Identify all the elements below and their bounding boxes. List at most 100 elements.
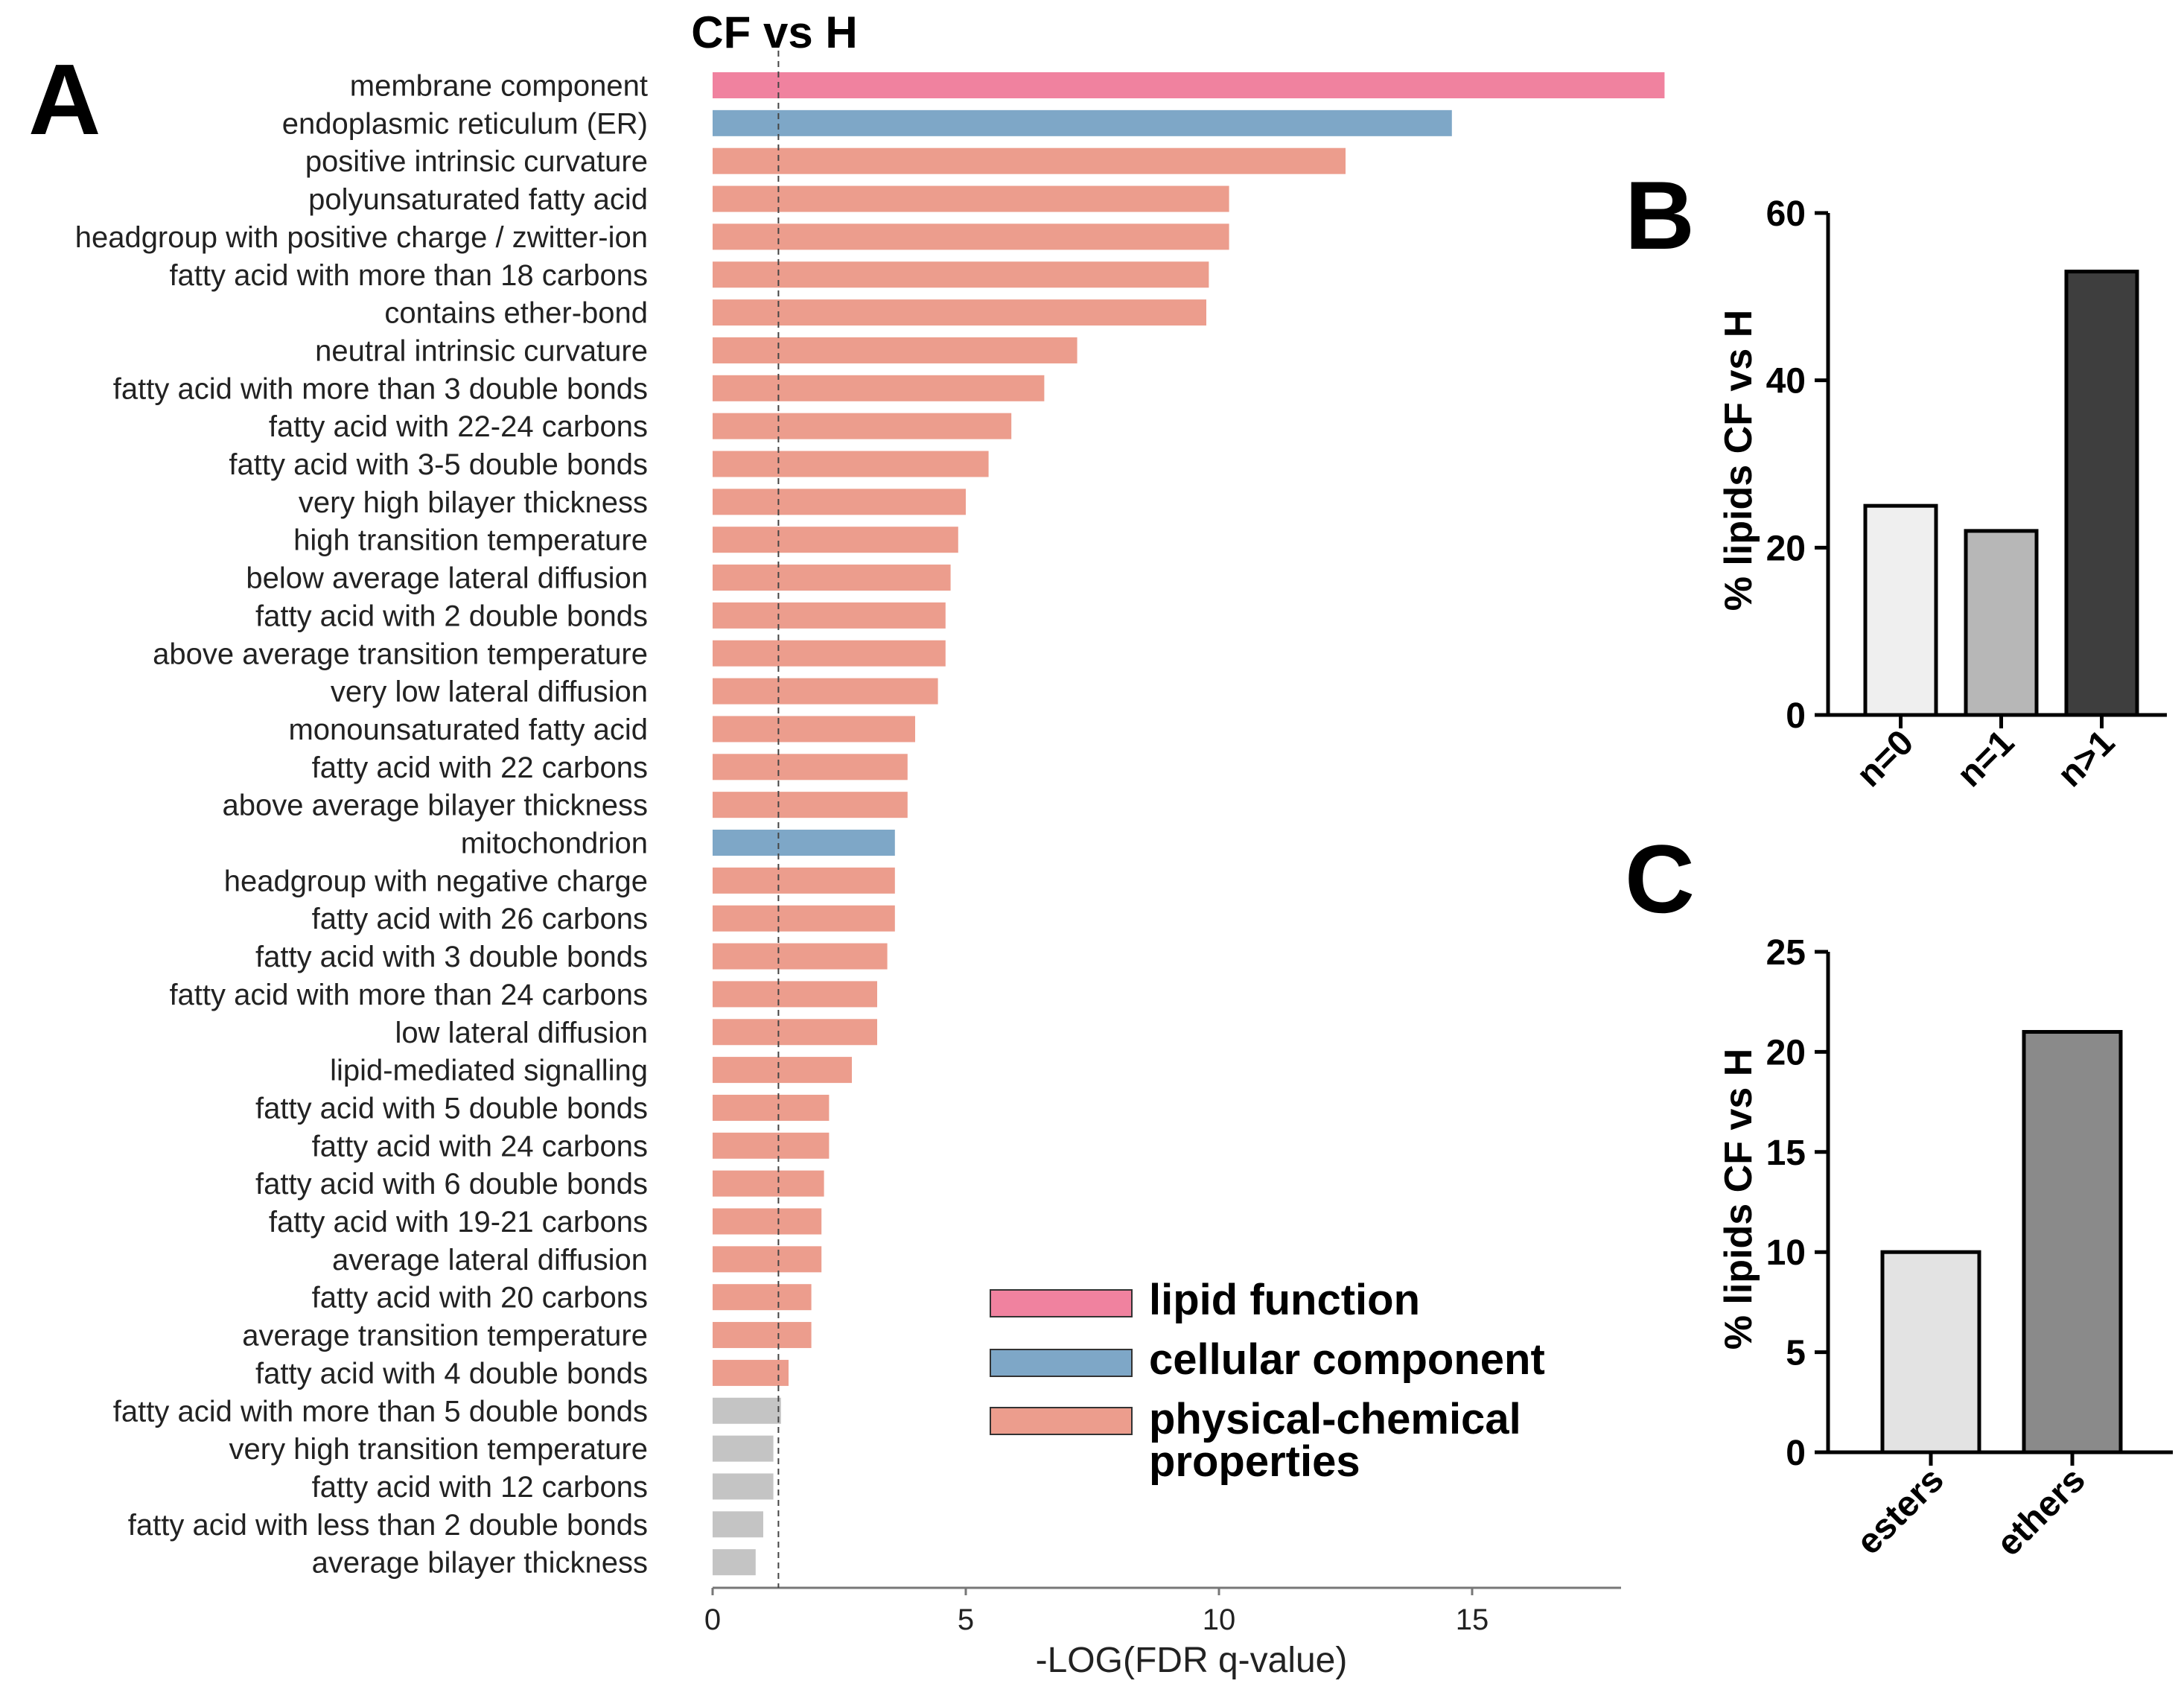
bar-fatty-acid-with-2-double-bonds — [713, 602, 946, 629]
bar-fatty-acid-with-22-carbons — [713, 754, 908, 781]
category-label-fatty-acid-with-24-carbons: fatty acid with 24 carbons — [312, 1130, 648, 1163]
bar-n-1 — [1964, 529, 2039, 717]
chart-a-title: CF vs H — [691, 7, 857, 57]
bar-fatty-acid-with-more-than-18-carbons — [713, 261, 1209, 288]
bar-fatty-acid-with-20-carbons — [713, 1284, 812, 1311]
bar-above-average-transition-temperature — [713, 640, 946, 667]
x-tick-label-10: 10 — [1203, 1603, 1236, 1636]
legend-label-cellular-component: cellular component — [1149, 1335, 1545, 1384]
bars — [713, 72, 1665, 1576]
category-label-polyunsaturated-fatty-acid: polyunsaturated fatty acid — [308, 183, 648, 216]
chart-b-bars — [1863, 270, 2139, 717]
bar-fatty-acid-with-19-21-carbons — [713, 1208, 822, 1235]
bar-fatty-acid-with-more-than-5-double-bonds — [713, 1397, 781, 1424]
bar-fatty-acid-with-more-than-3-double-bonds — [713, 375, 1045, 401]
y-tick-label-10: 10 — [1766, 1233, 1806, 1273]
bar-n-1 — [2064, 270, 2139, 717]
category-label-fatty-acid-with-6-double-bonds: fatty acid with 6 double bonds — [255, 1168, 648, 1201]
x-axis-label: -LOG(FDR q-value) — [1036, 1641, 1348, 1680]
category-label-low-lateral-diffusion: low lateral diffusion — [395, 1017, 648, 1049]
y-tick-label-40: 40 — [1766, 362, 1806, 401]
category-label-fatty-acid-with-more-than-3-double-bonds: fatty acid with more than 3 double bonds — [113, 372, 648, 405]
bar-average-bilayer-thickness — [713, 1549, 756, 1576]
bar-above-average-bilayer-thickness — [713, 792, 908, 818]
y-tick-label-20: 20 — [1766, 529, 1806, 568]
category-label-average-transition-temperature: average transition temperature — [242, 1320, 648, 1352]
bar-neutral-intrinsic-curvature — [713, 337, 1077, 363]
bar-fatty-acid-with-12-carbons — [713, 1473, 774, 1500]
bar-fatty-acid-with-3-double-bonds — [713, 943, 888, 970]
category-label-average-bilayer-thickness: average bilayer thickness — [312, 1547, 648, 1580]
legend-swatch-cellular-component — [990, 1349, 1133, 1377]
y-tick-label-0: 0 — [1786, 696, 1806, 736]
bar-very-high-bilayer-thickness — [713, 489, 966, 515]
category-label-positive-intrinsic-curvature: positive intrinsic curvature — [305, 145, 648, 178]
bar-average-transition-temperature — [713, 1322, 812, 1349]
x-tick-label-n-1: n>1 — [2050, 722, 2122, 795]
category-label-fatty-acid-with-22-24-carbons: fatty acid with 22-24 carbons — [269, 410, 648, 443]
category-label-fatty-acid-with-more-than-24-carbons: fatty acid with more than 24 carbons — [169, 979, 648, 1011]
bar-contains-ether-bond — [713, 299, 1206, 326]
bar-low-lateral-diffusion — [713, 1019, 877, 1046]
panel-a: A CF vs H membrane component endoplasmic … — [28, 7, 1665, 1680]
category-label-above-average-bilayer-thickness: above average bilayer thickness — [223, 789, 648, 822]
bar-fatty-acid-with-6-double-bonds — [713, 1170, 824, 1197]
category-label-fatty-acid-with-3-double-bonds: fatty acid with 3 double bonds — [255, 941, 648, 973]
category-label-monounsaturated-fatty-acid: monounsaturated fatty acid — [288, 713, 648, 746]
x-tick-label-ethers: ethers — [1989, 1460, 2092, 1563]
category-label-below-average-lateral-diffusion: below average lateral diffusion — [246, 562, 648, 595]
category-label-average-lateral-diffusion: average lateral diffusion — [332, 1244, 648, 1277]
panel-a-label: A — [28, 43, 101, 156]
category-label-headgroup-with-negative-charge: headgroup with negative charge — [224, 865, 648, 897]
category-label-fatty-acid-with-3-5-double-bonds: fatty acid with 3-5 double bonds — [229, 448, 648, 481]
y-tick-label-20: 20 — [1766, 1033, 1806, 1072]
bar-fatty-acid-with-24-carbons — [713, 1132, 830, 1159]
category-label-neutral-intrinsic-curvature: neutral intrinsic curvature — [315, 334, 648, 367]
bar-endoplasmic-reticulum-er — [713, 109, 1452, 136]
bar-high-transition-temperature — [713, 527, 958, 553]
category-label-very-high-bilayer-thickness: very high bilayer thickness — [299, 486, 648, 519]
category-label-membrane-component: membrane component — [350, 70, 648, 103]
bar-below-average-lateral-diffusion — [713, 565, 951, 591]
x-tick-label-5: 5 — [958, 1603, 974, 1636]
panel-b-label: B — [1625, 161, 1695, 270]
chart-c-ylabel: % lipids CF vs H — [1717, 1049, 1760, 1350]
legend-swatch-physical-chemical — [990, 1407, 1133, 1435]
legend-label-properties: properties — [1149, 1437, 1360, 1486]
bar-mitochondrion — [713, 830, 895, 856]
x-tick-label-n-1: n=1 — [1949, 722, 2022, 795]
chart-b-ylabel: % lipids CF vs H — [1717, 310, 1760, 611]
x-axis: 0 5 10 15 — [704, 1586, 1621, 1636]
legend-label-physical-chemical: physical-chemical — [1149, 1395, 1521, 1443]
category-label-fatty-acid-with-more-than-5-double-bonds: fatty acid with more than 5 double bonds — [113, 1395, 648, 1428]
bar-fatty-acid-with-more-than-24-carbons — [713, 981, 877, 1008]
legend: lipid function cellular component physic… — [990, 1276, 1545, 1486]
bar-very-high-transition-temperature — [713, 1435, 774, 1462]
chart-c-bars — [1880, 1030, 2123, 1455]
panel-c-label: C — [1625, 824, 1695, 933]
x-tick-label-15: 15 — [1456, 1603, 1489, 1636]
bar-fatty-acid-with-26-carbons — [713, 905, 895, 932]
category-label-very-low-lateral-diffusion: very low lateral diffusion — [331, 675, 648, 708]
category-label-fatty-acid-with-22-carbons: fatty acid with 22 carbons — [312, 751, 648, 784]
category-label-fatty-acid-with-26-carbons: fatty acid with 26 carbons — [312, 903, 648, 935]
category-label-high-transition-temperature: high transition temperature — [293, 524, 648, 557]
category-label-fatty-acid-with-2-double-bonds: fatty acid with 2 double bonds — [255, 600, 648, 632]
category-label-fatty-acid-with-5-double-bonds: fatty acid with 5 double bonds — [255, 1092, 648, 1125]
bar-average-lateral-diffusion — [713, 1246, 822, 1273]
category-label-fatty-acid-with-4-double-bonds: fatty acid with 4 double bonds — [255, 1357, 648, 1390]
y-tick-label-5: 5 — [1786, 1334, 1806, 1373]
y-tick-label-25: 25 — [1766, 933, 1806, 973]
bar-membrane-component — [713, 72, 1665, 98]
y-tick-label-0: 0 — [1786, 1434, 1806, 1473]
bar-fatty-acid-with-3-5-double-bonds — [713, 451, 989, 477]
bar-monounsaturated-fatty-acid — [713, 716, 915, 743]
category-label-fatty-acid-with-12-carbons: fatty acid with 12 carbons — [312, 1471, 648, 1504]
bar-n-0 — [1863, 503, 1938, 717]
category-labels: membrane component endoplasmic reticulum … — [75, 70, 648, 1580]
legend-label-lipid-function: lipid function — [1149, 1276, 1420, 1324]
legend-swatch-lipid-function — [990, 1289, 1133, 1317]
bar-fatty-acid-with-4-double-bonds — [713, 1359, 789, 1386]
x-tick-label-esters: esters — [1849, 1460, 1951, 1562]
